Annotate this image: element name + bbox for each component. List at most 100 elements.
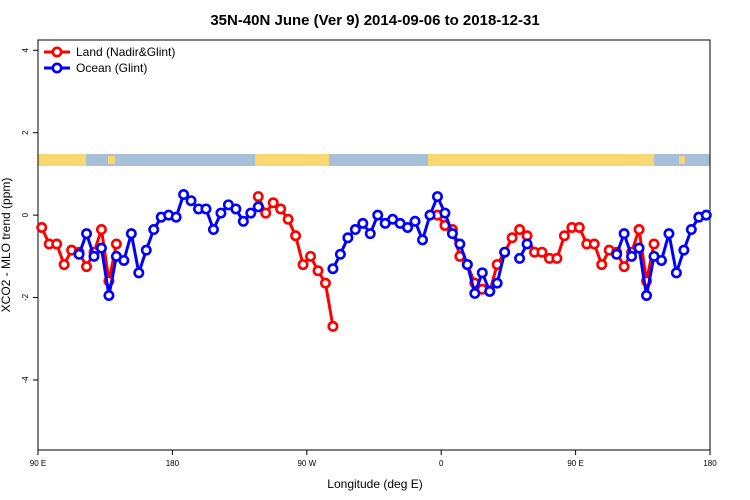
- data-point: [207, 224, 219, 236]
- y-tick-label: 0: [21, 212, 30, 217]
- data-point: [118, 254, 130, 266]
- x-tick-label: 90 W: [297, 459, 316, 468]
- data-point: [633, 224, 645, 236]
- data-point: [88, 250, 100, 262]
- chart-title: 35N-40N June (Ver 9) 2014-09-06 to 2018-…: [210, 12, 539, 29]
- x-axis-label: Longitude (deg E): [327, 477, 422, 491]
- map-strip: [38, 154, 710, 166]
- data-point: [342, 232, 354, 244]
- data-point: [290, 230, 302, 242]
- y-tick-label: 2: [21, 130, 30, 135]
- data-point: [357, 217, 369, 229]
- data-point: [476, 267, 488, 279]
- data-point: [596, 259, 608, 271]
- y-tick-label: 4: [21, 48, 30, 53]
- data-point: [305, 250, 317, 262]
- data-point: [424, 209, 436, 221]
- data-point: [633, 242, 645, 254]
- data-point: [245, 207, 257, 219]
- data-point: [417, 234, 429, 246]
- data-point: [148, 224, 160, 236]
- data-point: [81, 228, 93, 240]
- data-point: [252, 191, 264, 203]
- data-point: [275, 203, 287, 215]
- data-point: [409, 215, 421, 227]
- data-point: [327, 320, 339, 332]
- legend-label: Ocean (Glint): [76, 61, 147, 75]
- data-point: [237, 215, 249, 227]
- data-point: [334, 248, 346, 260]
- data-point: [655, 254, 667, 266]
- data-point: [95, 242, 107, 254]
- data-point: [573, 221, 585, 233]
- data-point: [439, 207, 451, 219]
- data-point: [327, 263, 339, 275]
- data-point: [252, 201, 264, 213]
- data-point: [372, 209, 384, 221]
- data-point: [319, 277, 331, 289]
- data-point: [685, 224, 697, 236]
- data-point: [588, 238, 600, 250]
- data-point: [663, 228, 675, 240]
- data-point: [484, 285, 496, 297]
- data-point: [260, 207, 272, 219]
- data-point: [670, 267, 682, 279]
- series-line: [40, 195, 656, 327]
- data-point: [626, 250, 638, 262]
- data-point: [431, 191, 443, 203]
- data-point: [678, 244, 690, 256]
- data-point: [641, 289, 653, 301]
- data-point: [178, 189, 190, 201]
- data-point: [700, 209, 712, 221]
- x-tick-label: 0: [439, 459, 444, 468]
- data-point: [499, 246, 511, 258]
- data-point: [133, 267, 145, 279]
- data-point: [618, 261, 630, 273]
- y-axis-label: XCO2 - MLO trend (ppm): [0, 178, 13, 313]
- data-point: [551, 252, 563, 264]
- data-point: [558, 230, 570, 242]
- data-point: [469, 287, 481, 299]
- data-point: [506, 232, 518, 244]
- legend-marker: [51, 46, 63, 58]
- data-point: [611, 248, 623, 260]
- x-tick-label: 180: [703, 459, 717, 468]
- y-tick-label: -2: [21, 293, 30, 301]
- data-point: [312, 265, 324, 277]
- data-point: [297, 259, 309, 271]
- data-point: [185, 195, 197, 207]
- data-point: [103, 289, 115, 301]
- data-point: [51, 238, 63, 250]
- data-point: [461, 259, 473, 271]
- data-point: [514, 224, 526, 236]
- data-point: [491, 277, 503, 289]
- data-point: [267, 197, 279, 209]
- data-point: [95, 224, 107, 236]
- data-point: [36, 221, 48, 233]
- data-point: [536, 246, 548, 258]
- data-point: [110, 238, 122, 250]
- plot-frame: [37, 39, 711, 451]
- x-tick-label: 180: [166, 459, 180, 468]
- data-point: [170, 211, 182, 223]
- data-point: [282, 213, 294, 225]
- data-point: [81, 261, 93, 273]
- data-point: [514, 252, 526, 264]
- data-point: [200, 203, 212, 215]
- legend-label: Land (Nadir&Glint): [76, 45, 175, 59]
- data-point: [58, 259, 70, 271]
- data-point: [521, 238, 533, 250]
- y-tick-label: -4: [21, 376, 30, 384]
- data-point: [446, 228, 458, 240]
- series-line: [77, 193, 707, 297]
- data-point: [125, 228, 137, 240]
- data-point: [140, 244, 152, 256]
- data-point: [402, 221, 414, 233]
- data-point: [454, 238, 466, 250]
- data-point: [349, 224, 361, 236]
- data-point: [215, 207, 227, 219]
- x-tick-label: 90 E: [30, 459, 46, 468]
- data-point: [364, 228, 376, 240]
- x-tick-label: 90 E: [567, 459, 583, 468]
